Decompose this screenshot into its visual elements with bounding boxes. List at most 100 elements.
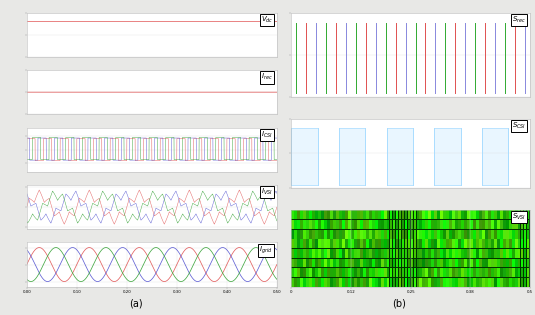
Bar — [339, 210, 342, 219]
Bar — [324, 278, 327, 287]
Bar — [434, 230, 437, 238]
Bar — [348, 220, 351, 229]
Bar — [408, 249, 410, 258]
Bar — [402, 220, 404, 229]
Bar — [494, 239, 496, 248]
Bar — [333, 210, 336, 219]
Bar — [417, 259, 419, 267]
Bar — [399, 278, 401, 287]
Bar — [354, 259, 357, 267]
Bar — [369, 220, 372, 229]
Bar — [434, 268, 437, 277]
Bar — [345, 230, 348, 238]
Bar — [526, 249, 530, 258]
Bar — [399, 210, 401, 219]
Bar — [372, 278, 374, 287]
Bar — [437, 220, 440, 229]
Bar — [307, 239, 309, 248]
Bar — [408, 230, 410, 238]
Bar — [336, 230, 339, 238]
Bar — [524, 278, 526, 287]
Bar — [485, 259, 488, 267]
Bar — [354, 239, 357, 248]
Bar — [357, 220, 360, 229]
Bar — [399, 268, 401, 277]
Bar — [312, 249, 315, 258]
Bar — [363, 249, 365, 258]
Bar — [381, 259, 384, 267]
Bar — [417, 278, 419, 287]
Bar — [324, 268, 327, 277]
Bar — [399, 259, 401, 267]
Text: $S_{VSI}$: $S_{VSI}$ — [512, 212, 526, 222]
Bar — [393, 220, 395, 229]
Bar — [455, 249, 458, 258]
Bar — [351, 278, 354, 287]
Bar — [429, 210, 431, 219]
Bar — [312, 259, 315, 267]
Bar — [449, 210, 452, 219]
Bar — [375, 278, 378, 287]
Bar — [336, 239, 339, 248]
Bar — [410, 220, 414, 229]
Bar — [303, 249, 306, 258]
Bar — [512, 230, 515, 238]
Bar — [339, 239, 342, 248]
Bar — [497, 268, 500, 277]
Bar — [423, 249, 425, 258]
Bar — [389, 210, 393, 219]
Bar — [458, 268, 461, 277]
Bar — [372, 239, 374, 248]
Bar — [342, 259, 345, 267]
Bar — [297, 210, 300, 219]
Bar — [449, 268, 452, 277]
Bar — [336, 210, 339, 219]
Bar — [423, 259, 425, 267]
Bar — [494, 268, 496, 277]
Bar — [301, 278, 303, 287]
Bar — [378, 210, 380, 219]
Bar — [307, 278, 309, 287]
Bar — [425, 268, 428, 277]
Bar — [521, 230, 523, 238]
Bar — [348, 239, 351, 248]
Bar — [318, 249, 321, 258]
Bar — [345, 268, 348, 277]
Bar — [342, 210, 345, 219]
Bar — [473, 249, 476, 258]
Bar — [526, 259, 530, 267]
Bar — [294, 259, 297, 267]
Bar — [518, 220, 521, 229]
Bar — [381, 230, 384, 238]
Bar — [500, 210, 502, 219]
Bar — [425, 278, 428, 287]
Bar — [348, 249, 351, 258]
Bar — [360, 278, 363, 287]
Bar — [369, 268, 372, 277]
Bar — [440, 259, 443, 267]
Bar — [301, 268, 303, 277]
Bar — [473, 278, 476, 287]
Bar — [458, 220, 461, 229]
Bar — [470, 259, 473, 267]
Bar — [303, 259, 306, 267]
Bar — [425, 239, 428, 248]
Bar — [526, 268, 530, 277]
Bar — [437, 278, 440, 287]
Bar — [425, 249, 428, 258]
Bar — [378, 259, 380, 267]
Bar — [458, 239, 461, 248]
Text: $S_{CSI}$: $S_{CSI}$ — [512, 121, 526, 131]
Bar — [292, 210, 294, 219]
Bar — [404, 249, 407, 258]
Bar — [476, 259, 479, 267]
Bar — [479, 230, 482, 238]
Bar — [446, 239, 449, 248]
Bar — [452, 249, 455, 258]
Bar — [476, 220, 479, 229]
Bar — [526, 210, 530, 219]
Bar — [497, 220, 500, 229]
Bar — [342, 249, 345, 258]
Bar — [452, 278, 455, 287]
Bar — [470, 278, 473, 287]
